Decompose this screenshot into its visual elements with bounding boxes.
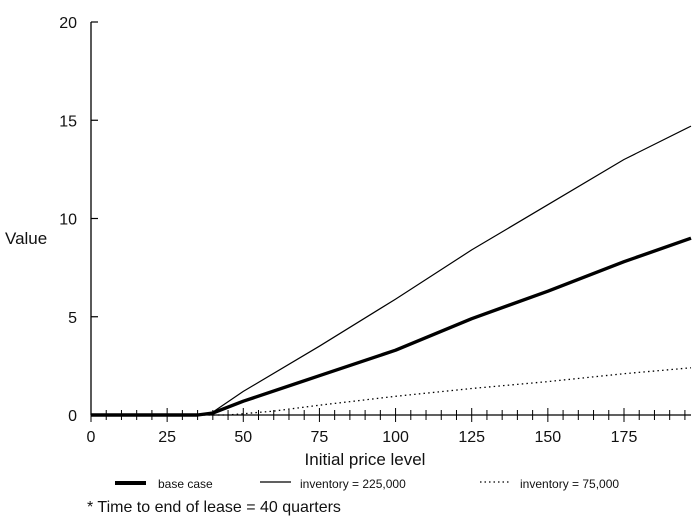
y-axis-title: Value [5, 229, 47, 248]
y-tick-label: 15 [59, 113, 77, 130]
y-tick-label: 20 [59, 15, 77, 32]
legend-label-inventory-225000: inventory = 225,000 [300, 477, 406, 491]
x-tick-label: 150 [535, 429, 562, 446]
x-tick-label: 175 [611, 429, 638, 446]
y-tick-label: 0 [68, 408, 77, 425]
legend: base case inventory = 225,000 inventory … [115, 477, 619, 491]
y-axis-ticks: 0 5 10 15 20 [59, 15, 98, 425]
series-line-inventory-75000 [91, 367, 692, 416]
series-line-base-case [91, 236, 692, 417]
series-line-inventory-225000 [91, 125, 692, 416]
series-lines [91, 125, 692, 417]
x-tick-label: 75 [311, 429, 329, 446]
legend-label-base-case: base case [158, 477, 213, 491]
y-tick-label: 5 [68, 310, 77, 327]
x-tick-label: 50 [234, 429, 252, 446]
axes [90, 22, 691, 416]
footnote: * Time to end of lease = 40 quarters [87, 499, 341, 516]
x-axis-title: Initial price level [305, 450, 426, 469]
x-tick-label: 100 [382, 429, 409, 446]
legend-label-inventory-75000: inventory = 75,000 [520, 477, 619, 491]
x-tick-label: 125 [458, 429, 485, 446]
y-tick-label: 10 [59, 212, 77, 229]
x-tick-label: 0 [87, 429, 96, 446]
x-tick-label: 25 [158, 429, 176, 446]
